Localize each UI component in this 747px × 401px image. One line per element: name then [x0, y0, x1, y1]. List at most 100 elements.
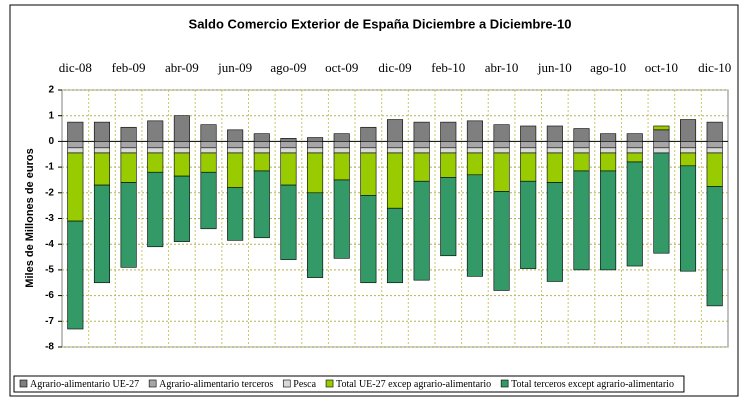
x-tick-label: feb-10: [431, 60, 465, 75]
y-tick-label: -2: [45, 187, 54, 198]
legend-swatch: [500, 379, 509, 388]
bar-segment: [93, 147, 110, 154]
bar-segment: [653, 147, 670, 154]
bar-segment: [200, 152, 217, 173]
bar-segment: [280, 152, 297, 186]
legend-swatch: [325, 379, 334, 388]
bar-segment: [360, 126, 377, 142]
x-tick-label: ago-10: [590, 60, 626, 75]
bar-segment: [573, 128, 590, 142]
bar-segment: [440, 121, 457, 142]
y-tick-label: -5: [45, 265, 54, 276]
bar-segment: [280, 138, 297, 142]
legend-swatch: [19, 379, 28, 388]
legend-label: Agrario-alimentario terceros: [159, 379, 273, 390]
bar-segment: [680, 152, 697, 167]
bar-segment: [466, 120, 483, 142]
y-tick-label: 0: [48, 136, 54, 147]
bar-segment: [440, 141, 457, 149]
bar-segment: [67, 121, 84, 142]
bar-segment: [200, 141, 217, 149]
bar-segment: [227, 152, 244, 188]
bar-segment: [626, 133, 643, 142]
bar-segment: [93, 141, 110, 149]
bar-segment: [200, 124, 217, 142]
y-tick-label: -6: [45, 290, 54, 301]
bar-segment: [147, 120, 164, 142]
bar-segment: [413, 180, 430, 281]
bar-segment: [413, 121, 430, 142]
bar-segment: [67, 141, 84, 149]
y-tick-label: -4: [45, 239, 54, 250]
bar-segment: [280, 147, 297, 154]
bar-segment: [493, 191, 510, 291]
bar-segment: [227, 141, 244, 149]
bar-segment: [680, 165, 697, 272]
x-tick-label: jun-09: [217, 60, 252, 75]
bar-segment: [120, 126, 137, 142]
bar-segment: [600, 170, 617, 271]
bar-segment: [253, 141, 270, 149]
bar-segment: [680, 119, 697, 142]
bar-segment: [493, 141, 510, 149]
bar-segment: [546, 141, 563, 149]
bar-segment: [333, 141, 350, 149]
y-tick-label: 1: [48, 110, 54, 121]
bar-segment: [173, 175, 190, 242]
bar-segment: [307, 152, 324, 194]
x-tick-label: abr-10: [485, 60, 519, 75]
bar-segment: [253, 170, 270, 239]
y-tick-label: -7: [45, 316, 54, 327]
bar-segment: [520, 141, 537, 149]
bar-segment: [440, 147, 457, 154]
bar-segment: [200, 171, 217, 230]
bar-segment: [653, 125, 670, 131]
bar-segment: [360, 152, 377, 196]
legend-box: [13, 375, 685, 393]
chart-title: Saldo Comercio Exterior de España Diciem…: [189, 16, 572, 31]
bar-segment: [680, 147, 697, 154]
bar-segment: [466, 141, 483, 149]
x-tick-label: dic-09: [378, 60, 411, 75]
x-tick-label: feb-09: [112, 60, 146, 75]
bar-segment: [307, 147, 324, 154]
bar-segment: [600, 133, 617, 142]
bar-segment: [466, 147, 483, 154]
legend-swatch: [148, 379, 157, 388]
bar-segment: [227, 129, 244, 142]
bar-segment: [440, 177, 457, 257]
legend-label: Total terceros except agrario-alimentari…: [511, 379, 674, 390]
bar-segment: [546, 152, 563, 183]
bar-segment: [120, 152, 137, 183]
bar-segment: [413, 147, 430, 154]
bar-segment: [493, 124, 510, 142]
bar-segment: [93, 152, 110, 186]
legend-label: Agrario-alimentario UE-27: [30, 379, 139, 390]
x-tick-label: oct-10: [645, 60, 678, 75]
bar-segment: [93, 184, 110, 284]
bar-segment: [200, 147, 217, 154]
bar-segment: [307, 137, 324, 142]
x-tick-label: jun-10: [537, 60, 572, 75]
bar-segment: [466, 152, 483, 176]
x-tick-label: dic-08: [59, 60, 92, 75]
x-tick-label: dic-10: [698, 60, 731, 75]
bar-segment: [626, 147, 643, 154]
bar-segment: [120, 141, 137, 149]
x-tick-label: oct-09: [325, 60, 358, 75]
bar-segment: [173, 141, 190, 149]
bar-segment: [573, 147, 590, 154]
bar-segment: [626, 152, 643, 163]
bar-segment: [386, 141, 404, 149]
bar-segment: [333, 133, 350, 142]
bar-segment: [253, 147, 270, 154]
bar-segment: [520, 152, 537, 182]
bar-segment: [386, 152, 404, 209]
y-tick-label: -3: [45, 213, 54, 224]
bar-segment: [147, 141, 164, 149]
bar-segment: [360, 141, 377, 149]
bar-segment: [493, 152, 510, 192]
bar-segment: [227, 147, 244, 154]
bar-segment: [413, 152, 430, 182]
bar-segment: [520, 147, 537, 154]
